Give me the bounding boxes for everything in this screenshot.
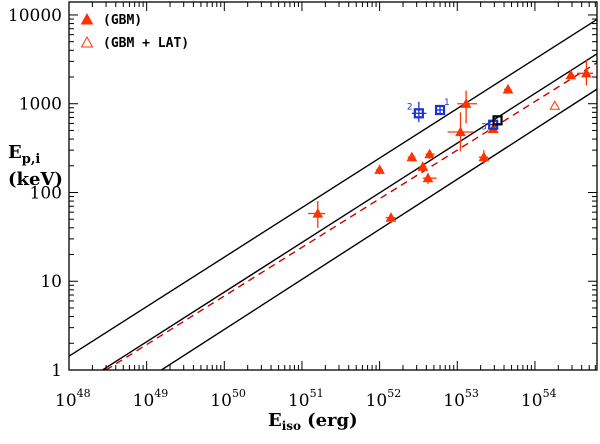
- gbm-point: [312, 207, 324, 218]
- gbm-point: [374, 164, 385, 174]
- x-tick-label: 1051: [288, 387, 324, 411]
- gbm-point: [385, 212, 397, 222]
- y-axis-title: Ep,i (keV): [8, 142, 63, 190]
- solid-fit-line-2: [161, 88, 597, 370]
- x-tick-label: 1053: [443, 387, 479, 411]
- y-axis-title-unit: (keV): [8, 169, 63, 190]
- legend-gbm-lat-label: (GBM + LAT): [103, 36, 189, 51]
- gbm-lat-point: [549, 100, 561, 110]
- x-tick-label: 1048: [55, 387, 91, 411]
- data-points: 1 2 3: [308, 60, 594, 228]
- plot-frame: [68, 1, 598, 371]
- square-point: [413, 108, 424, 119]
- gbm-point: [422, 172, 434, 183]
- x-tick-label: 1050: [210, 387, 246, 411]
- dashed-fit-line-3: [105, 62, 597, 370]
- axis-ticks: [68, 2, 597, 371]
- solid-fit-line-0: [69, 18, 597, 357]
- square-point: [492, 115, 503, 126]
- square-point-label: 1: [444, 98, 450, 108]
- gbm-point: [417, 161, 429, 171]
- y-axis-title-main: Ep,i: [8, 142, 40, 167]
- square-point-label: 2: [407, 102, 413, 112]
- x-axis-title-text: Eiso (erg): [268, 410, 358, 433]
- gbm-point: [424, 148, 435, 159]
- y-tick-label: 10: [40, 272, 62, 292]
- gbm-point: [460, 98, 472, 108]
- tick-labels: 1048 1049 1050 1051 1052 1053 1054 1 10 100 1000 10…: [8, 6, 557, 411]
- x-tick-label: 1054: [521, 387, 557, 411]
- y-tick-label: 1: [51, 361, 62, 381]
- fit-lines: [69, 18, 597, 370]
- x-axis-title: Eiso (erg): [268, 410, 358, 433]
- y-tick-label: 1000: [19, 95, 62, 115]
- gbm-point: [502, 83, 514, 94]
- y-tick-label: 10000: [8, 6, 62, 26]
- legend-gbm-marker: [80, 12, 94, 25]
- gbm-point: [478, 151, 490, 162]
- square-point: [434, 104, 446, 116]
- x-tick-label: 1049: [133, 387, 169, 411]
- gbm-point: [406, 151, 418, 162]
- solid-fit-line-1: [102, 53, 597, 370]
- legend-gbm-label: (GBM): [103, 13, 142, 28]
- x-tick-label: 1052: [366, 387, 402, 411]
- gbm-point: [581, 67, 592, 78]
- legend-gbm-lat-marker: [80, 35, 94, 48]
- gbm-point: [455, 126, 466, 137]
- square-point-label: 3: [481, 123, 487, 133]
- y-tick-label: 100: [30, 183, 62, 203]
- legend: (GBM) (GBM + LAT): [80, 12, 189, 51]
- gbm-point: [565, 69, 577, 80]
